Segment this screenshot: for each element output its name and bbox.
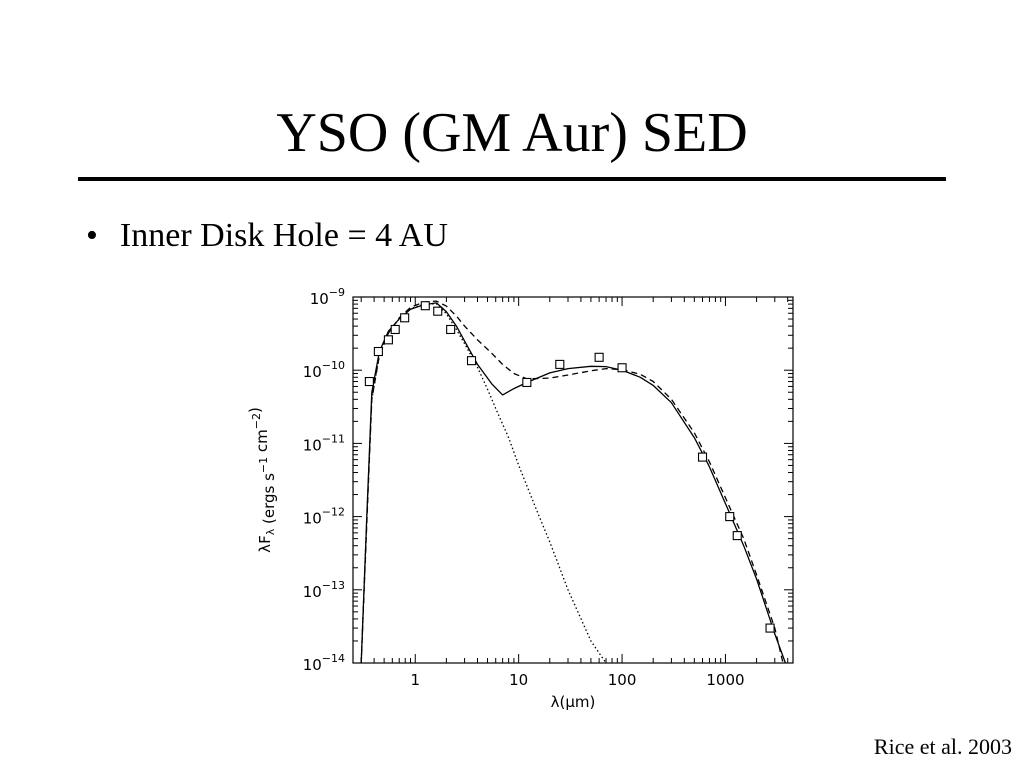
series-line-dashed: [360, 300, 784, 663]
y-tick-label: 10−11: [303, 432, 345, 454]
data-point-square: [594, 352, 604, 362]
y-tick-label: 10−10: [303, 359, 345, 381]
slide-title: YSO (GM Aur) SED: [276, 102, 748, 164]
data-point-square: [466, 356, 477, 366]
data-point-square: [617, 363, 627, 373]
bullet-marker: •: [86, 217, 98, 254]
data-point-square: [390, 324, 400, 335]
y-tick-label: 10−13: [303, 579, 345, 601]
title-divider: [78, 177, 946, 181]
x-tick-label: 1: [410, 671, 420, 689]
data-point-square: [446, 324, 456, 335]
data-point-square: [725, 512, 735, 522]
x-axis-label: λ(μm): [551, 693, 596, 711]
data-point-square: [400, 313, 410, 323]
data-point-square: [697, 452, 708, 462]
x-tick-label: 10: [509, 671, 528, 689]
y-tick-label: 10−12: [303, 506, 345, 528]
series-layer: [360, 300, 787, 663]
data-point-square: [433, 306, 443, 316]
data-point-square: [383, 335, 393, 345]
data-point-square: [522, 377, 532, 388]
x-tick-label: 1000: [706, 671, 744, 689]
marker-layer: [364, 301, 775, 633]
data-point-square: [732, 531, 742, 541]
bullet-item: • Inner Disk Hole = 4 AU: [86, 214, 448, 258]
y-axis-label: λFλ (ergs s−1 cm−2): [246, 407, 278, 553]
y-tick-labels: 10−14 10−13 10−12 10−11 10−10 10−9: [303, 286, 345, 674]
y-tick-label: 10−14: [303, 652, 345, 674]
data-point-square: [364, 376, 374, 387]
data-point-square: [373, 346, 383, 357]
axis-ticks: [353, 297, 793, 664]
x-tick-labels: 1 10 100 1000: [410, 671, 744, 689]
data-point-square: [555, 359, 565, 369]
sed-chart: 10−14 10−13 10−12 10−11 10−10 10−9 1 10 100 1000…: [246, 286, 794, 711]
bullet-text: Inner Disk Hole = 4 AU: [119, 217, 448, 254]
plot-frame: [352, 296, 794, 664]
data-point-square: [420, 301, 430, 311]
x-tick-label: 100: [608, 671, 637, 689]
series-line-solid: [360, 302, 787, 663]
data-point-square: [765, 623, 775, 633]
series-line-dotted: [360, 303, 607, 663]
citation-caption: Rice et al. 2003: [873, 734, 1012, 759]
y-tick-label: 10−9: [310, 286, 345, 308]
